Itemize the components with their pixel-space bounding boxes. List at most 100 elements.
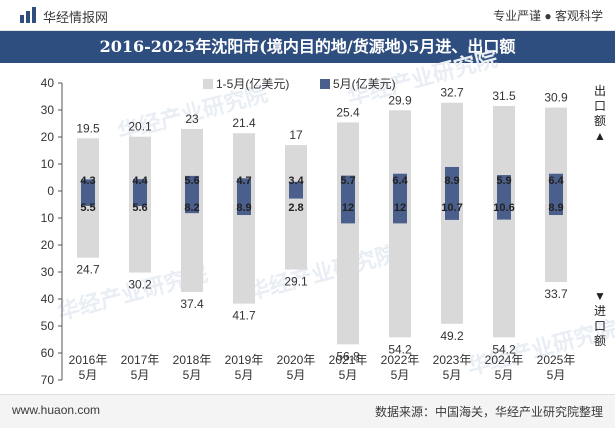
- bar-monthly-export: [133, 179, 147, 191]
- export-axis-label-char: 口: [594, 99, 606, 113]
- label-monthly-export: 4.7: [236, 175, 251, 187]
- x-tick-label: 2019年 5月: [225, 353, 264, 382]
- y-tick-label: 30: [41, 103, 55, 117]
- x-tick-label-line: 2016年: [69, 353, 108, 367]
- bar-monthly-export: [393, 173, 407, 191]
- bar-monthly-import: [81, 191, 95, 206]
- y-tick-label: 20: [41, 130, 55, 144]
- x-tick-label-line: 5月: [287, 368, 306, 382]
- export-axis-label: 出口额▲: [594, 84, 606, 143]
- top-bar: 华经情报网 专业严谨 ● 客观科学: [0, 0, 615, 31]
- bar-cumulative-export: [389, 110, 411, 191]
- label-cumulative-export: 20.1: [128, 120, 152, 134]
- bar-monthly-export: [81, 179, 95, 191]
- label-cumulative-export: 17: [289, 128, 303, 142]
- label-monthly-export: 8.9: [444, 175, 459, 187]
- y-tick-label: 10: [41, 157, 55, 171]
- label-monthly-export: 4.4: [132, 175, 148, 187]
- bar-cumulative-export: [285, 145, 307, 191]
- label-monthly-export: 4.3: [80, 175, 95, 187]
- bar-monthly-import: [289, 191, 303, 199]
- bar-monthly-import: [497, 191, 511, 220]
- import-axis-label-char: 额: [594, 334, 606, 348]
- y-tick-label: 30: [41, 265, 55, 279]
- label-monthly-import: 10.7: [441, 202, 462, 214]
- x-tick-label: 2021年 5月: [329, 353, 368, 382]
- legend-label-monthly: 5月(亿美元): [333, 76, 396, 91]
- header-tags: 专业严谨 ● 客观科学: [493, 9, 603, 23]
- label-monthly-export: 3.4: [288, 175, 304, 187]
- bar-cumulative-export: [129, 136, 151, 191]
- label-cumulative-import: 29.1: [284, 275, 308, 289]
- label-monthly-import: 8.9: [548, 202, 563, 214]
- label-cumulative-import: 56.8: [336, 349, 360, 363]
- y-tick-label: 0: [47, 184, 54, 198]
- x-tick-label-line: 2023年: [433, 353, 472, 367]
- x-tick-label-line: 5月: [79, 368, 98, 382]
- label-cumulative-import: 33.7: [544, 287, 568, 301]
- label-cumulative-import: 54.2: [388, 342, 412, 356]
- bar-cumulative-export: [181, 128, 203, 191]
- x-tick-label: 2016年 5月: [69, 353, 108, 382]
- bar-cumulative-import: [233, 191, 255, 304]
- bar-cumulative-import: [389, 191, 411, 338]
- bar-cumulative-import: [129, 191, 151, 273]
- x-tick-label-line: 2020年: [277, 353, 316, 367]
- label-monthly-import: 12: [342, 202, 354, 214]
- export-axis-label-char: 额: [594, 114, 606, 128]
- label-cumulative-export: 19.5: [76, 121, 100, 135]
- import-axis-label-char: ▼: [594, 289, 606, 303]
- bar-cumulative-import: [337, 191, 359, 345]
- bar-cumulative-import: [77, 191, 99, 258]
- x-tick-label-line: 2021年: [329, 353, 368, 367]
- bar-cumulative-import: [493, 191, 515, 338]
- x-tick-label-line: 5月: [235, 368, 254, 382]
- bar-cumulative-import: [441, 191, 463, 324]
- bar-monthly-import: [393, 191, 407, 224]
- x-tick-label: 2017年 5月: [121, 353, 160, 382]
- label-monthly-import: 2.8: [288, 202, 303, 214]
- y-tick-label: 60: [41, 346, 55, 360]
- footer: www.huaon.com 数据来源：中国海关，华经产业研究院整理: [0, 394, 615, 428]
- x-tick-label-line: 2017年: [121, 353, 160, 367]
- bar-monthly-export: [341, 175, 355, 191]
- label-cumulative-import: 49.2: [440, 329, 464, 343]
- data-source: 数据来源：中国海关，华经产业研究院整理: [374, 405, 603, 419]
- x-tick-label-line: 5月: [391, 368, 410, 382]
- bar-monthly-import: [445, 191, 459, 220]
- label-cumulative-import: 41.7: [232, 309, 256, 323]
- y-tick-label: 70: [41, 373, 55, 387]
- bar-monthly-import: [185, 191, 199, 214]
- bar-cumulative-export: [493, 105, 515, 191]
- brand-name: 华经情报网: [43, 10, 109, 25]
- chart-title: 2016-2025年沈阳市(境内目的地/货源地)5月进、出口额: [0, 31, 615, 63]
- label-monthly-export: 5.6: [184, 175, 199, 187]
- import-axis-label: ▼进口额: [594, 289, 606, 348]
- y-tick-label: 10: [41, 211, 55, 225]
- label-monthly-export: 6.4: [548, 175, 564, 187]
- huajing-logo-icon: [20, 7, 36, 23]
- x-tick-label-line: 2022年: [381, 353, 420, 367]
- y-tick-label: 20: [41, 238, 55, 252]
- y-tick-label: 40: [41, 292, 55, 306]
- label-monthly-export: 6.4: [392, 175, 408, 187]
- export-axis-label-char: ▲: [594, 129, 606, 143]
- x-tick-label: 2024年 5月: [485, 353, 524, 382]
- label-monthly-import: 5.6: [132, 202, 147, 214]
- label-monthly-import: 8.2: [184, 202, 199, 214]
- x-tick-label-line: 2024年: [485, 353, 524, 367]
- y-tick-label: 50: [41, 319, 55, 333]
- bar-monthly-export: [549, 173, 563, 191]
- bar-cumulative-import: [181, 191, 203, 292]
- label-monthly-export: 5.7: [340, 175, 355, 187]
- x-tick-label: 2023年 5月: [433, 353, 472, 382]
- label-cumulative-import: 24.7: [76, 263, 100, 277]
- x-tick-label: 2018年 5月: [173, 353, 212, 382]
- label-monthly-import: 5.5: [80, 202, 95, 214]
- label-cumulative-export: 31.5: [492, 89, 516, 103]
- label-cumulative-export: 29.9: [388, 93, 412, 107]
- bar-cumulative-export: [545, 107, 567, 191]
- label-cumulative-export: 32.7: [440, 86, 464, 100]
- bar-cumulative-import: [285, 191, 307, 270]
